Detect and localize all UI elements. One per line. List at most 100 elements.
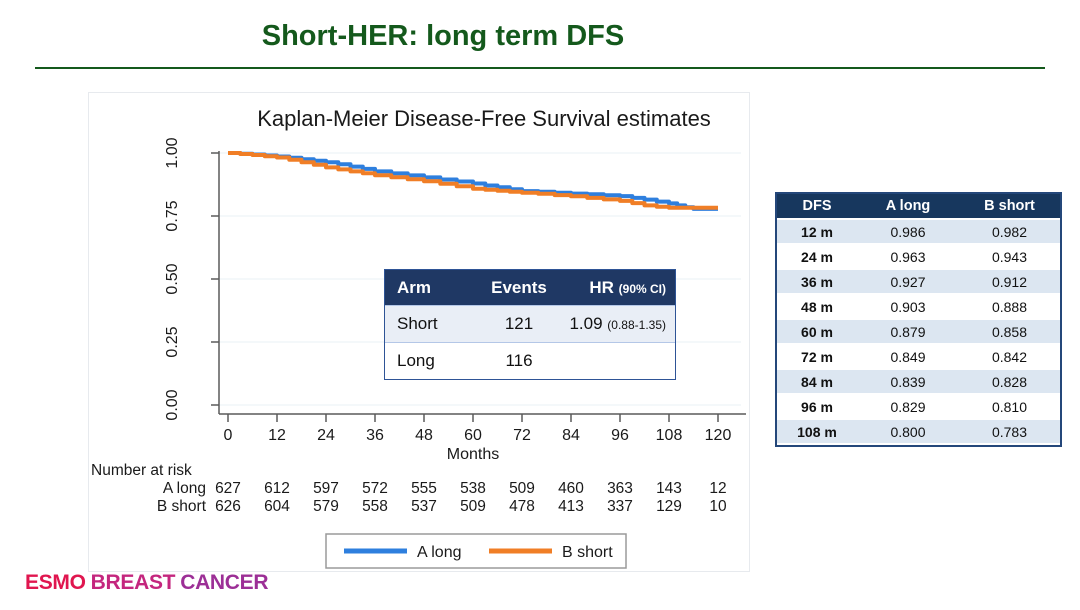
dfs-row: 96 m 0.829 0.810 — [777, 394, 1060, 420]
risk-value: 509 — [460, 498, 486, 515]
risk-value: 612 — [264, 480, 290, 497]
dfs-cell: 0.842 — [959, 344, 1060, 370]
risk-value: 10 — [709, 498, 727, 515]
x-axis-label: Months — [447, 446, 499, 463]
hr-row-long: Long 116 — [385, 342, 675, 379]
hr-table-header: Arm Events HR (90% CI) — [385, 270, 675, 305]
risk-value: 579 — [313, 498, 339, 515]
risk-value: 558 — [362, 498, 388, 515]
risk-rows: A long 627 612 597 572 555 538 509 460 363 143 12B … — [157, 480, 727, 515]
dfs-cell: 0.927 — [857, 269, 959, 295]
dfs-cell: 0.982 — [959, 219, 1060, 245]
dfs-cell: 0.828 — [959, 369, 1060, 395]
hr-header-arm: Arm — [397, 277, 432, 297]
risk-row-name: B short — [157, 498, 207, 515]
dfs-row: 36 m 0.927 0.912 — [777, 269, 1060, 295]
dfs-header-row: DFS A long B short — [777, 194, 1060, 220]
hr-header-events: Events — [491, 277, 547, 297]
x-tick-label: 84 — [562, 427, 580, 444]
dfs-cell: 0.810 — [959, 394, 1060, 420]
y-tick-label: 0.25 — [164, 326, 181, 357]
km-chart: Kaplan-Meier Disease-Free Survival estim… — [91, 106, 746, 569]
hr-inset-table: Arm Events HR (90% CI) Short 121 1.09 (0… — [384, 269, 676, 380]
hr-header-hr: HR (90% CI) — [589, 277, 666, 297]
logo-word: ESMO — [25, 571, 86, 594]
dfs-cell: 48 m — [777, 294, 857, 320]
dfs-cell: 12 m — [777, 219, 857, 245]
axes — [218, 151, 746, 415]
risk-value: 572 — [362, 480, 388, 497]
risk-value: 604 — [264, 498, 290, 515]
x-tick-label: 48 — [415, 427, 433, 444]
dfs-row: 84 m 0.839 0.828 — [777, 369, 1060, 395]
risk-row-name: A long — [163, 480, 206, 497]
dfs-row: 12 m 0.986 0.982 — [777, 219, 1060, 245]
dfs-header-a-long: A long — [857, 194, 959, 220]
hr-row-short: Short 121 1.09 (0.88-1.35) — [385, 305, 675, 342]
dfs-cell: 0.839 — [857, 369, 959, 395]
dfs-row: 48 m 0.903 0.888 — [777, 294, 1060, 320]
y-tick-label: 0.50 — [164, 263, 181, 294]
risk-value: 460 — [558, 480, 584, 497]
risk-value: 626 — [215, 498, 241, 515]
y-axis-ticks: 1.00 0.75 0.50 0.25 0.00 — [164, 137, 219, 421]
dfs-row: 24 m 0.963 0.943 — [777, 244, 1060, 270]
risk-table-label: Number at risk — [91, 462, 192, 479]
risk-value: 538 — [460, 480, 486, 497]
risk-value: 12 — [709, 480, 726, 497]
x-tick-label: 108 — [656, 427, 683, 444]
x-tick-label: 12 — [268, 427, 286, 444]
dfs-cell: 0.849 — [857, 344, 959, 370]
risk-value: 478 — [509, 498, 535, 515]
risk-value: 363 — [607, 480, 633, 497]
dfs-cell: 0.943 — [959, 244, 1060, 270]
dfs-cell: 24 m — [777, 244, 857, 270]
chart-title: Kaplan-Meier Disease-Free Survival estim… — [257, 106, 711, 131]
dfs-cell: 0.783 — [959, 419, 1060, 445]
dfs-cell: 84 m — [777, 369, 857, 395]
risk-value: 143 — [656, 480, 682, 497]
dfs-cell: 0.888 — [959, 294, 1060, 320]
risk-value: 509 — [509, 480, 535, 497]
x-tick-label: 120 — [705, 427, 732, 444]
y-tick-label: 0.00 — [164, 389, 181, 420]
dfs-table: DFS A long B short 12 m 0.986 0.982 24 m 0.9… — [775, 192, 1062, 447]
dfs-cell: 0.858 — [959, 319, 1060, 345]
dfs-row: 60 m 0.879 0.858 — [777, 319, 1060, 345]
chart-legend: A long B short — [325, 533, 627, 569]
risk-value: 129 — [656, 498, 682, 515]
dfs-cell: 0.879 — [857, 319, 959, 345]
dfs-cell: 0.986 — [857, 219, 959, 245]
logo-word: BREAST — [90, 571, 176, 594]
logo-word: CANCER — [180, 571, 269, 594]
x-tick-label: 60 — [464, 427, 482, 444]
y-tick-label: 0.75 — [164, 200, 181, 231]
title-underline — [35, 67, 1045, 69]
x-axis-ticks: 0 12 24 36 48 60 72 84 96 108 120 — [224, 414, 732, 444]
legend-label: B short — [562, 544, 613, 561]
dfs-cell: 0.903 — [857, 294, 959, 320]
dfs-cell: 72 m — [777, 344, 857, 370]
risk-value: 413 — [558, 498, 584, 515]
dfs-cell: 108 m — [777, 419, 857, 445]
km-curve-b-short — [228, 151, 718, 210]
dfs-cell: 96 m — [777, 394, 857, 420]
risk-value: 337 — [607, 498, 633, 515]
legend-label: A long — [417, 544, 461, 561]
dfs-row: 108 m 0.800 0.783 — [777, 419, 1060, 445]
dfs-row: 72 m 0.849 0.842 — [777, 344, 1060, 370]
dfs-cell: 0.912 — [959, 269, 1060, 295]
x-tick-label: 96 — [611, 427, 629, 444]
km-curves — [228, 151, 718, 211]
esmo-breast-cancer-logo: ESMO BREAST CANCER — [25, 571, 273, 595]
risk-value: 537 — [411, 498, 437, 515]
x-tick-label: 36 — [366, 427, 384, 444]
risk-value: 627 — [215, 480, 241, 497]
x-tick-label: 0 — [224, 427, 233, 444]
dfs-cell: 36 m — [777, 269, 857, 295]
page-title: Short-HER: long term DFS — [261, 20, 625, 52]
dfs-cell: 0.829 — [857, 394, 959, 420]
dfs-header-dfs: DFS — [777, 194, 857, 220]
x-tick-label: 72 — [513, 427, 531, 444]
